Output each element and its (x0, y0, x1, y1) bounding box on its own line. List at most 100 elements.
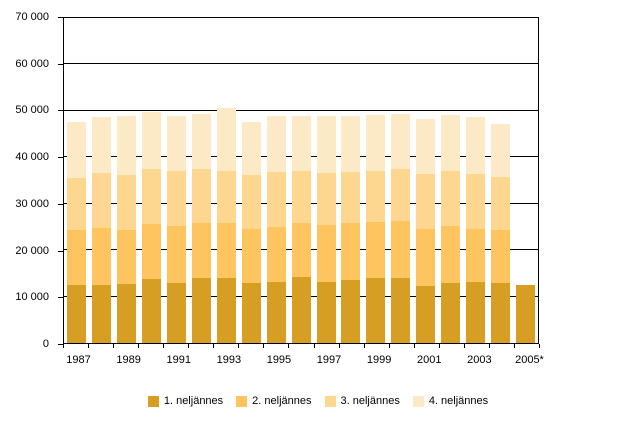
bar-1987 (66, 18, 86, 343)
legend: 1. neljännes 2. neljännes 3. neljännes 4. n… (0, 394, 636, 408)
bar-segment-q1 (291, 277, 311, 343)
x-axis-label: 2003 (467, 354, 492, 366)
bar-segment-q4 (316, 116, 336, 174)
bar-segment-q4 (291, 115, 311, 171)
bar-segment-q2 (141, 223, 161, 279)
bar-segment-q2 (466, 229, 486, 283)
x-axis-label: 1991 (166, 354, 191, 366)
legend-item-q1: 1. neljännes (147, 394, 224, 408)
bar-segment-q4 (416, 119, 436, 175)
y-axis-label-text: 70 000 (15, 11, 49, 23)
bar-segment-q2 (291, 222, 311, 278)
x-axis-tick (463, 344, 465, 348)
bar-segment-q1 (266, 282, 286, 343)
bar-1989 (116, 18, 136, 343)
bar-segment-q2 (341, 222, 361, 281)
bar-slot-2003 (463, 18, 488, 343)
bar-segment-q1 (91, 284, 111, 343)
bar-1991 (166, 18, 186, 343)
bar-segment-q4 (491, 123, 511, 178)
bar-segment-q1 (491, 283, 511, 343)
bar-slot-1998 (338, 18, 363, 343)
y-axis-label-text: 50 000 (15, 104, 49, 117)
bar-segment-q2 (316, 224, 336, 283)
bar-slot-1989 (114, 18, 139, 343)
bar-2003 (466, 18, 486, 343)
bar-segment-q3 (141, 169, 161, 224)
bar-slot-1992 (189, 18, 214, 343)
bar-segment-q3 (466, 174, 486, 230)
y-axis-label: 50 000 (0, 103, 55, 117)
y-axis-tick (58, 17, 63, 18)
bar-segment-q1 (416, 285, 436, 343)
legend-label-q1: 1. neljännes (163, 395, 224, 407)
bar-segment-q4 (266, 115, 286, 173)
x-axis-tick (313, 344, 315, 348)
bar-segment-q3 (316, 173, 336, 225)
bar-segment-q4 (216, 108, 236, 171)
bar-1998 (341, 18, 361, 343)
bar-1999 (366, 18, 386, 343)
bar-segment-q3 (191, 169, 211, 224)
y-axis-label-text: 30 000 (15, 197, 49, 210)
y-axis-tick (58, 110, 63, 112)
x-axis-label: 2001 (417, 354, 442, 366)
bar-segment-q1 (166, 283, 186, 343)
y-axis-tick (58, 297, 63, 299)
bar-slot-1991 (164, 18, 189, 343)
y-axis-label-text: 60 000 (15, 57, 49, 70)
bar-slot-2002 (438, 18, 463, 343)
x-axis-tick (113, 344, 115, 348)
legend-swatch-q1 (147, 395, 159, 407)
bar-slot-1990 (139, 18, 164, 343)
bar-segment-q2 (66, 230, 86, 285)
bar-1990 (141, 18, 161, 343)
bar-2001 (416, 18, 436, 343)
bar-segment-q3 (166, 171, 186, 227)
x-axis-label: 1989 (116, 354, 141, 366)
bar-segment-q1 (516, 284, 536, 343)
x-axis-tick (388, 344, 390, 348)
bar-slot-2004 (488, 18, 513, 343)
bars-container (64, 18, 538, 343)
bar-segment-q1 (441, 282, 461, 343)
bar-segment-q2 (191, 223, 211, 279)
bar-segment-q1 (366, 278, 386, 343)
gridline-60000 (64, 63, 538, 65)
bar-segment-q2 (441, 225, 461, 283)
x-axis-tick (163, 344, 165, 348)
bar-segment-q1 (316, 282, 336, 343)
y-axis-tick (58, 344, 63, 345)
bar-segment-q1 (241, 283, 261, 343)
bar-segment-q2 (391, 220, 411, 278)
x-axis-tick (138, 344, 140, 348)
x-axis-tick (238, 344, 240, 348)
x-axis-tick (213, 344, 215, 348)
legend-swatch-q4 (412, 395, 424, 407)
bar-segment-q4 (391, 114, 411, 169)
y-axis-label: 40 000 (0, 150, 55, 164)
bar-segment-q2 (116, 230, 136, 284)
bar-segment-q3 (491, 177, 511, 230)
bar-segment-q4 (441, 115, 461, 171)
bar-2005 (516, 18, 536, 343)
bar-2004 (491, 18, 511, 343)
bar-segment-q2 (491, 229, 511, 284)
bar-slot-1994 (239, 18, 264, 343)
bar-segment-q1 (341, 280, 361, 343)
x-axis-tick (288, 344, 290, 348)
x-axis-tick (539, 344, 540, 348)
bar-segment-q2 (166, 226, 186, 284)
x-axis-label: 1995 (266, 354, 292, 366)
y-axis-label: 70 000 (0, 10, 55, 24)
bar-segment-q2 (241, 229, 261, 284)
x-axis-tick (63, 344, 64, 348)
bar-slot-1995 (264, 18, 289, 343)
bar-segment-q4 (466, 116, 486, 175)
legend-swatch-q2 (236, 395, 248, 407)
y-axis-label-text: 20 000 (15, 244, 49, 257)
y-axis-label: 30 000 (0, 197, 55, 211)
x-axis-label: 1999 (366, 354, 392, 366)
x-axis-label: 2005* (515, 354, 544, 366)
